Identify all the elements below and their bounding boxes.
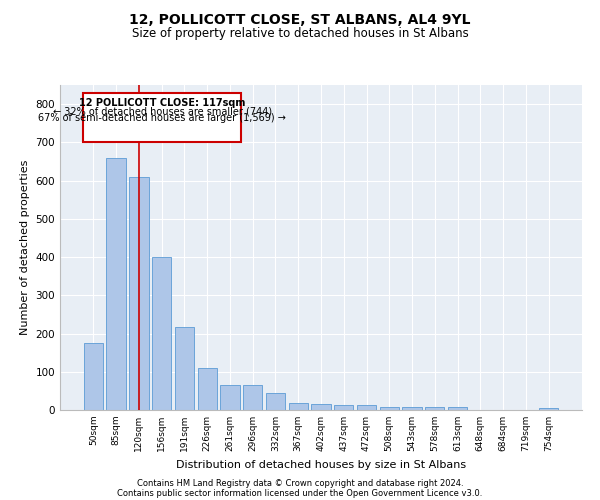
Bar	[197, 368, 217, 410]
Bar	[129, 177, 149, 410]
Bar	[403, 407, 422, 410]
Bar	[84, 343, 103, 410]
Text: 67% of semi-detached houses are larger (1,569) →: 67% of semi-detached houses are larger (…	[38, 114, 286, 124]
Bar	[243, 385, 262, 410]
Text: Contains HM Land Registry data © Crown copyright and database right 2024.: Contains HM Land Registry data © Crown c…	[137, 478, 463, 488]
Text: 12, POLLICOTT CLOSE, ST ALBANS, AL4 9YL: 12, POLLICOTT CLOSE, ST ALBANS, AL4 9YL	[129, 12, 471, 26]
Bar	[152, 257, 172, 410]
Text: ← 32% of detached houses are smaller (744): ← 32% of detached houses are smaller (74…	[53, 106, 272, 116]
Text: Contains public sector information licensed under the Open Government Licence v3: Contains public sector information licen…	[118, 488, 482, 498]
X-axis label: Distribution of detached houses by size in St Albans: Distribution of detached houses by size …	[176, 460, 466, 469]
Bar	[311, 404, 331, 410]
Bar	[220, 385, 239, 410]
Bar	[106, 158, 126, 410]
Y-axis label: Number of detached properties: Number of detached properties	[20, 160, 30, 335]
Bar	[425, 407, 445, 410]
Text: 12 POLLICOTT CLOSE: 117sqm: 12 POLLICOTT CLOSE: 117sqm	[79, 98, 245, 108]
Bar	[448, 407, 467, 410]
Bar	[357, 405, 376, 410]
Bar	[539, 408, 558, 410]
Bar	[334, 404, 353, 410]
Bar	[380, 407, 399, 410]
Bar	[289, 403, 308, 410]
Text: Size of property relative to detached houses in St Albans: Size of property relative to detached ho…	[131, 28, 469, 40]
Bar	[175, 326, 194, 410]
Bar	[266, 393, 285, 410]
Bar	[83, 94, 241, 142]
